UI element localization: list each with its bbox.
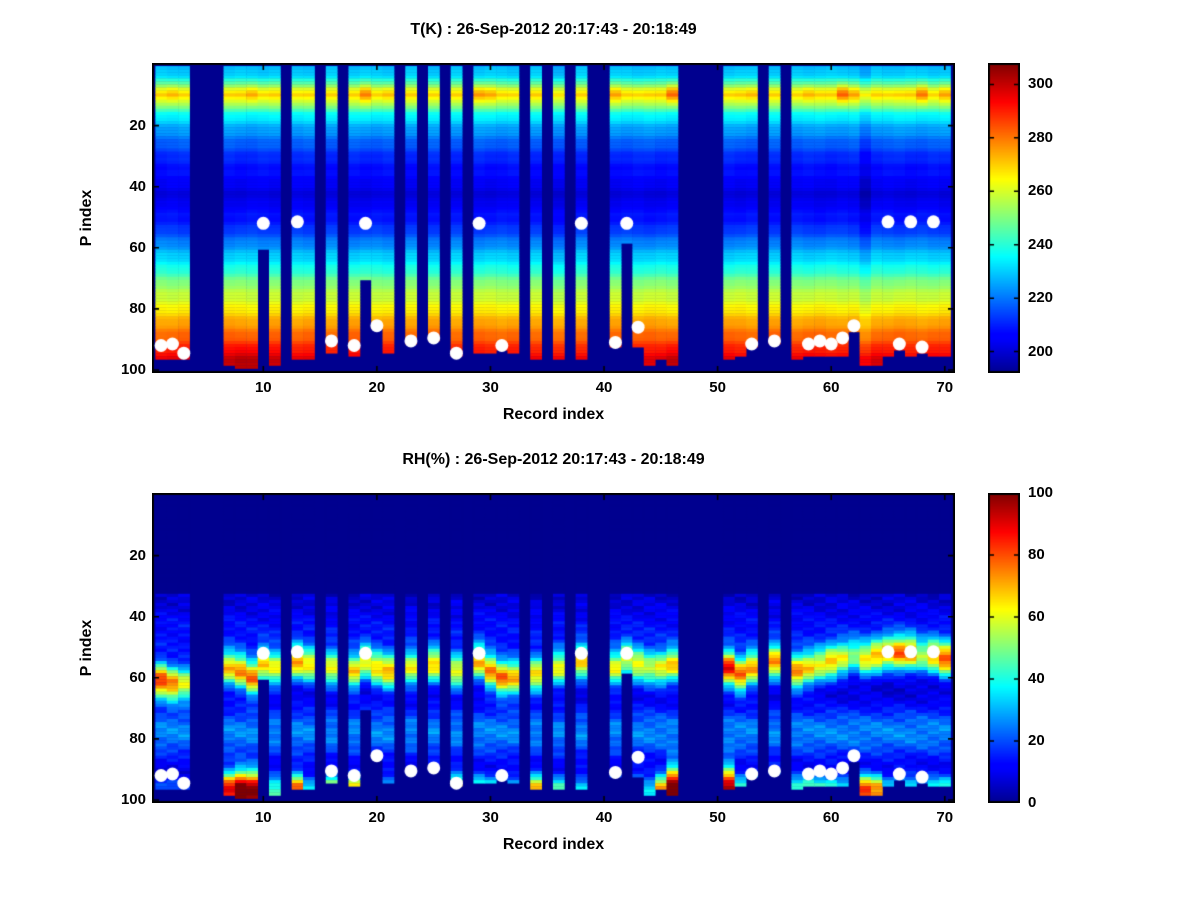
top-x-tick-label: 40 xyxy=(595,379,613,396)
top-x-tick-label: 50 xyxy=(709,379,726,396)
bottom-y-tick-label: 80 xyxy=(129,729,146,747)
temperature-colorbar xyxy=(988,63,1020,373)
humidity-heatmap xyxy=(152,493,955,803)
bottom-colorbar-tick-label: 20 xyxy=(1028,732,1045,749)
bottom-colorbar-tick-label: 80 xyxy=(1028,546,1045,563)
top-colorbar-tick-label: 280 xyxy=(1028,128,1054,146)
top-y-tick-label: 80 xyxy=(129,299,146,317)
top-y-tick-label: 40 xyxy=(129,177,146,195)
bottom-colorbar-tick-label: 100 xyxy=(1028,484,1054,501)
bottom-colorbar-tick-label: 0 xyxy=(1028,794,1037,811)
bottom-colorbar-tick-label: 40 xyxy=(1028,670,1045,687)
top-x-axis-label: Record index xyxy=(502,406,605,423)
bottom-x-tick-label: 30 xyxy=(482,809,499,826)
bottom-x-tick-label: 50 xyxy=(709,809,726,826)
top-colorbar-tick-label: 260 xyxy=(1028,182,1054,200)
top-colorbar-tick-label: 240 xyxy=(1028,235,1054,253)
top-colorbar-tick-label: 200 xyxy=(1028,342,1054,360)
top-colorbar-tick-label: 300 xyxy=(1028,75,1054,93)
bottom-plot-title: RH(%) : 26-Sep-2012 20:17:43 - 20:18:49 xyxy=(402,451,705,468)
bottom-x-axis-label: Record index xyxy=(502,836,605,853)
bottom-x-tick-label: 40 xyxy=(595,809,613,826)
top-y-tick-label: 60 xyxy=(129,238,146,256)
bottom-x-tick-label: 70 xyxy=(936,809,954,826)
top-x-tick-label: 60 xyxy=(822,379,840,396)
bottom-y-tick-label: 40 xyxy=(129,607,146,625)
bottom-y-tick-label: 100 xyxy=(120,790,146,808)
bottom-x-tick-label: 20 xyxy=(368,809,386,826)
top-x-tick-label: 30 xyxy=(482,379,499,396)
bottom-y-axis-label: P index xyxy=(78,619,95,677)
top-x-tick-label: 70 xyxy=(936,379,954,396)
top-y-axis-label: P index xyxy=(78,189,95,247)
top-y-tick-label: 100 xyxy=(120,360,146,378)
bottom-y-tick-label: 60 xyxy=(129,668,146,686)
bottom-colorbar-tick-label: 60 xyxy=(1028,608,1045,625)
top-plot-title: T(K) : 26-Sep-2012 20:17:43 - 20:18:49 xyxy=(410,21,697,38)
top-colorbar-tick-label: 220 xyxy=(1028,289,1054,307)
top-x-tick-label: 10 xyxy=(254,379,272,396)
top-y-tick-label: 20 xyxy=(129,116,146,134)
bottom-y-tick-label: 20 xyxy=(129,546,146,564)
humidity-colorbar xyxy=(988,493,1020,803)
temperature-heatmap xyxy=(152,63,955,373)
top-x-tick-label: 20 xyxy=(368,379,386,396)
bottom-x-tick-label: 60 xyxy=(822,809,840,826)
bottom-x-tick-label: 10 xyxy=(254,809,272,826)
